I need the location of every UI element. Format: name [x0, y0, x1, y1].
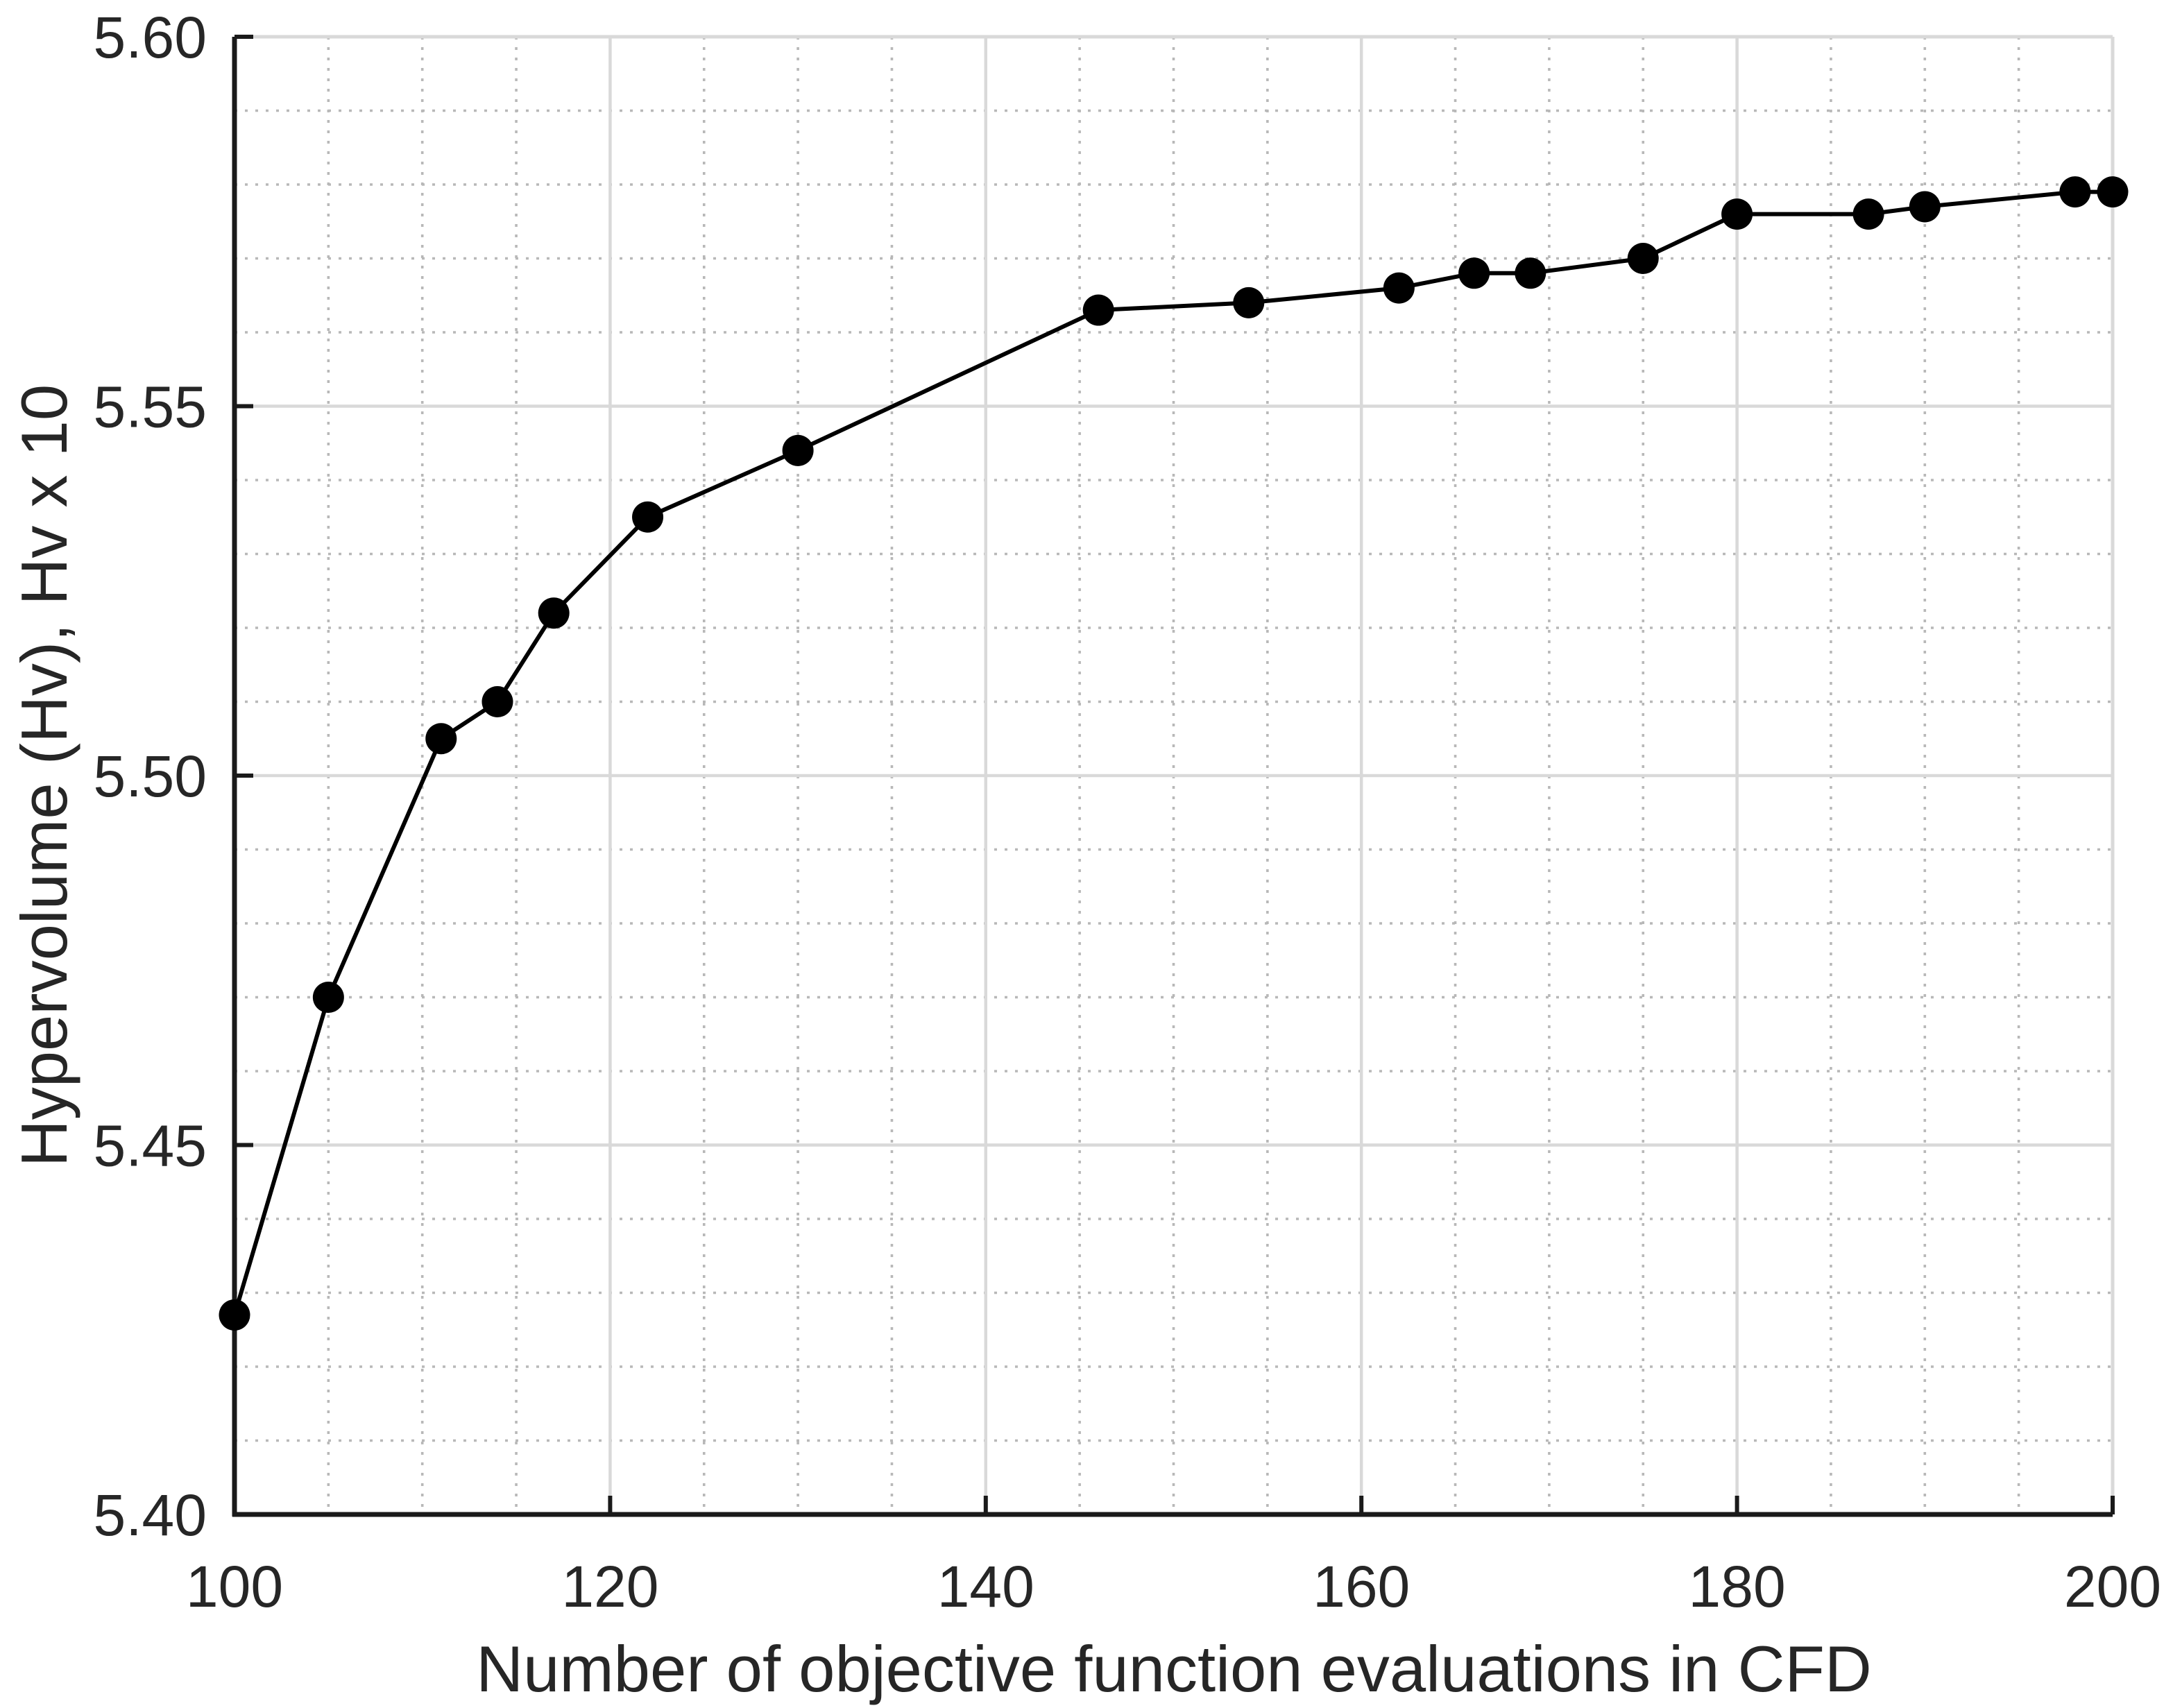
major-gridlines — [235, 37, 2113, 1514]
data-point — [1721, 198, 1753, 230]
data-point — [1852, 198, 1884, 230]
data-point — [1909, 191, 1941, 223]
axis-ticks — [232, 35, 2115, 1517]
tick-labels: 100 120 140 160 180 200 5.40 5.45 5.50 5.55 5.60 — [94, 5, 2162, 1619]
x-tick-label: 140 — [937, 1554, 1034, 1619]
data-point — [2059, 176, 2091, 208]
y-axis-label: Hypervolume (Hv), Hv x 10 — [8, 384, 80, 1167]
data-point — [482, 686, 513, 717]
data-point — [538, 597, 570, 629]
data-point — [2097, 176, 2129, 208]
x-tick-label: 160 — [1313, 1554, 1410, 1619]
y-tick-label: 5.45 — [94, 1113, 207, 1179]
x-tick-label: 120 — [561, 1554, 658, 1619]
data-point — [1627, 243, 1659, 274]
data-point — [1383, 272, 1415, 304]
plot-box-frame — [235, 35, 2115, 1514]
data-point — [632, 501, 664, 533]
data-point — [312, 982, 344, 1013]
data-point — [1458, 257, 1490, 289]
data-point — [1233, 287, 1265, 318]
x-tick-label: 100 — [186, 1554, 283, 1619]
y-tick-label: 5.60 — [94, 5, 207, 70]
y-tick-label: 5.55 — [94, 375, 207, 440]
data-point — [425, 723, 457, 755]
x-tick-label: 200 — [2064, 1554, 2161, 1619]
x-axis-label: Number of objective function evaluations… — [476, 1632, 1872, 1705]
series-group — [219, 176, 2129, 1331]
data-point — [1515, 257, 1546, 289]
y-tick-label: 5.40 — [94, 1483, 207, 1548]
y-tick-label: 5.50 — [94, 744, 207, 809]
data-point — [1082, 294, 1114, 326]
data-point — [782, 434, 814, 466]
x-tick-label: 180 — [1689, 1554, 1786, 1619]
data-point — [219, 1299, 250, 1331]
